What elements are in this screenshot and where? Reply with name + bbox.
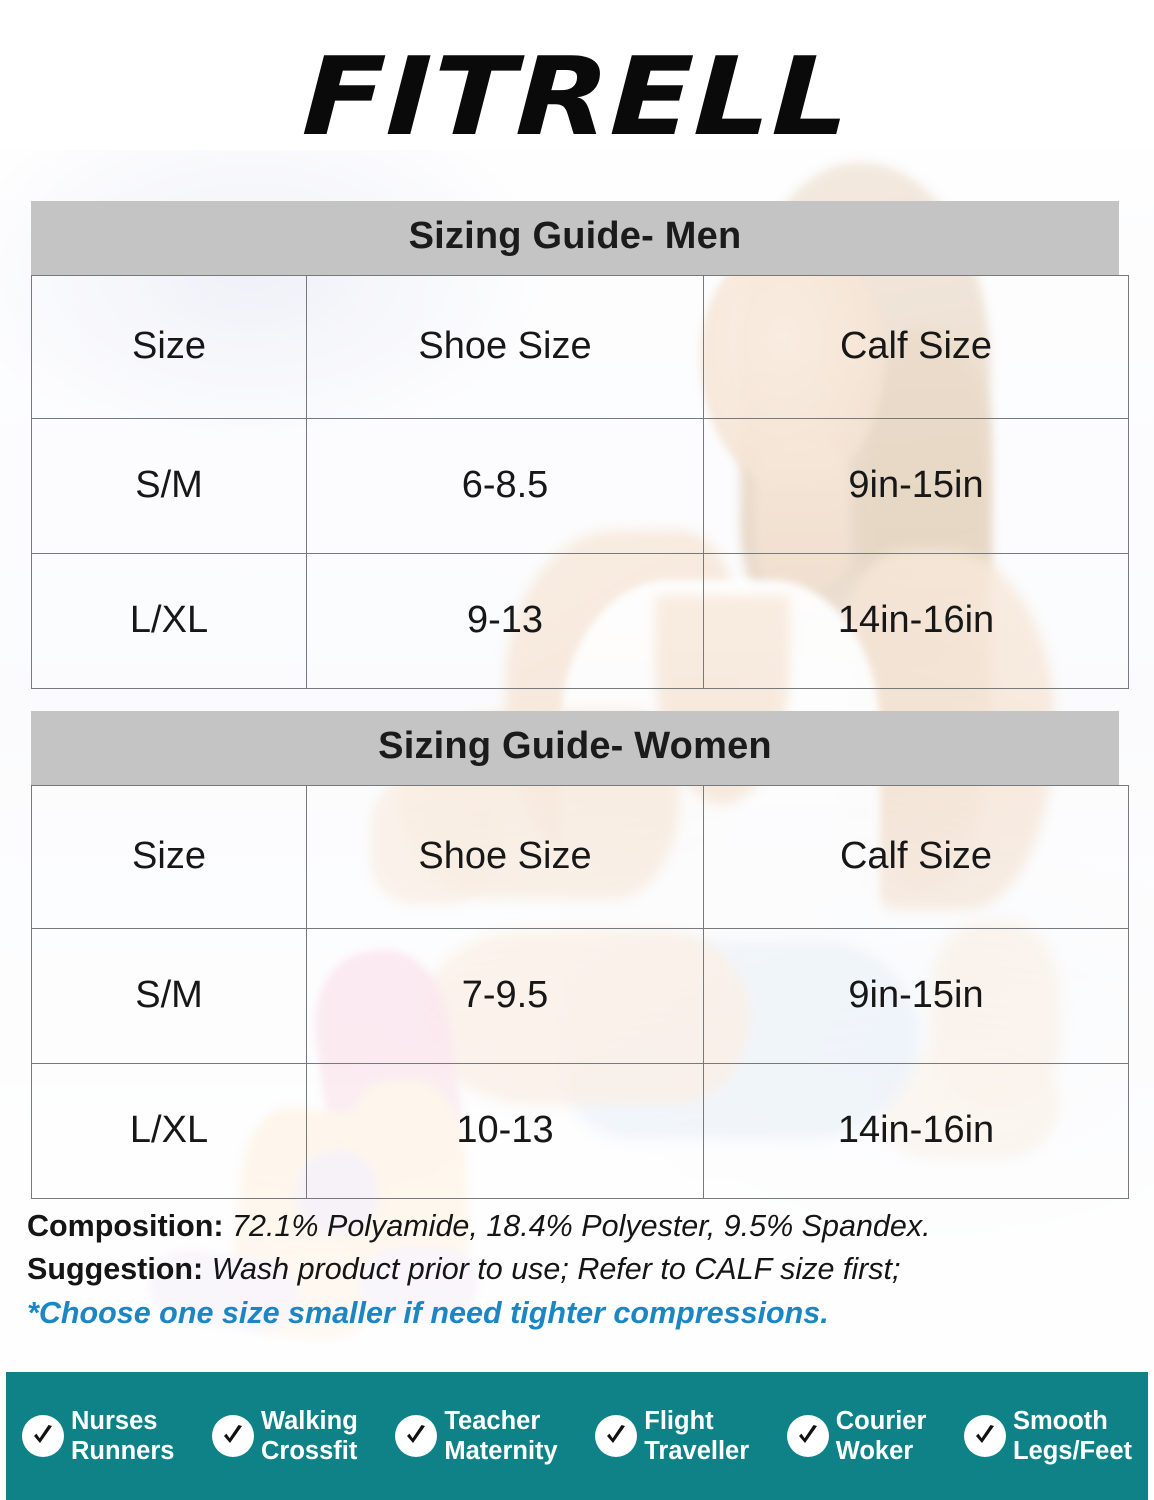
sizing-table-men: Sizing Guide- Men Size Shoe Size Calf Si… xyxy=(31,201,1129,689)
column-header-calf-size: Calf Size xyxy=(703,784,1129,929)
table-row: S/M 6-8.5 9in-15in xyxy=(31,417,1129,554)
cell-shoe-size: 6-8.5 xyxy=(306,417,704,554)
brand-logo-text: FITRELL xyxy=(300,35,854,160)
cell-calf-size: 14in-16in xyxy=(703,552,1129,689)
feature-label: Courier Woker xyxy=(836,1406,927,1466)
cell-size: S/M xyxy=(31,417,307,554)
feature-label-line1: Walking xyxy=(260,1406,358,1435)
feature-label-line2: Woker xyxy=(835,1437,914,1465)
cell-shoe-size: 10-13 xyxy=(306,1062,704,1199)
product-notes: Composition: 72.1% Polyamide, 18.4% Poly… xyxy=(27,1205,1132,1335)
suggestion-value: Wash product prior to use; Refer to CALF… xyxy=(211,1252,901,1287)
column-header-size: Size xyxy=(31,784,307,929)
sizing-table-women: Sizing Guide- Women Size Shoe Size Calf … xyxy=(31,711,1129,1199)
column-header-shoe-size: Shoe Size xyxy=(306,274,704,419)
check-circle-icon xyxy=(786,1415,829,1457)
table-header-row: Size Shoe Size Calf Size xyxy=(31,274,1129,419)
check-circle-icon xyxy=(395,1415,438,1457)
sizing-table-men-title: Sizing Guide- Men xyxy=(31,201,1119,275)
feature-label-line2: Maternity xyxy=(444,1437,558,1465)
feature-label-line1: Smooth xyxy=(1012,1406,1108,1435)
cell-calf-size: 9in-15in xyxy=(703,927,1129,1064)
feature-label-line1: Nurses xyxy=(71,1406,158,1435)
cell-calf-size: 14in-16in xyxy=(703,1062,1129,1199)
sizing-table-women-title: Sizing Guide- Women xyxy=(31,711,1119,785)
feature-label: Smooth Legs/Feet xyxy=(1013,1406,1132,1466)
feature-label: Flight Traveller xyxy=(644,1406,749,1466)
sizing-advice-note: *Choose one size smaller if need tighter… xyxy=(27,1295,829,1330)
sizing-table-women-grid: Size Shoe Size Calf Size S/M 7-9.5 9in-1… xyxy=(31,784,1129,1199)
cell-calf-size: 9in-15in xyxy=(703,417,1129,554)
cell-shoe-size: 9-13 xyxy=(306,552,704,689)
suggestion-note: Suggestion: Wash product prior to use; R… xyxy=(27,1248,1132,1291)
feature-item-walking-crossfit: Walking Crossfit xyxy=(211,1406,358,1466)
cell-shoe-size: 7-9.5 xyxy=(306,927,704,1064)
feature-item-teacher-maternity: Teacher Maternity xyxy=(395,1406,558,1466)
table-row: L/XL 10-13 14in-16in xyxy=(31,1062,1129,1199)
feature-item-courier-worker: Courier Woker xyxy=(786,1406,927,1466)
feature-label-line2: Runners xyxy=(71,1437,175,1465)
column-header-calf-size: Calf Size xyxy=(703,274,1129,419)
table-row: S/M 7-9.5 9in-15in xyxy=(31,927,1129,1064)
brand-logo: FITRELL xyxy=(0,35,1154,160)
column-header-shoe-size: Shoe Size xyxy=(306,784,704,929)
table-row: L/XL 9-13 14in-16in xyxy=(31,552,1129,689)
use-case-feature-bar: Nurses Runners Walking Crossfit xyxy=(6,1372,1148,1500)
column-header-size: Size xyxy=(31,274,307,419)
composition-label: Composition: xyxy=(27,1209,224,1243)
cell-size: S/M xyxy=(31,927,307,1064)
feature-label: Nurses Runners xyxy=(71,1406,174,1466)
feature-label-line2: Legs/Feet xyxy=(1012,1437,1132,1465)
check-circle-icon xyxy=(963,1415,1006,1457)
feature-item-flight-traveller: Flight Traveller xyxy=(595,1406,749,1466)
composition-note: Composition: 72.1% Polyamide, 18.4% Poly… xyxy=(27,1205,1132,1248)
feature-label-line1: Courier xyxy=(835,1406,927,1435)
composition-value: 72.1% Polyamide, 18.4% Polyester, 9.5% S… xyxy=(232,1209,931,1243)
feature-label: Walking Crossfit xyxy=(261,1406,358,1466)
feature-label-line1: Flight xyxy=(644,1406,714,1435)
feature-item-smooth-legs-feet: Smooth Legs/Feet xyxy=(963,1406,1132,1466)
feature-item-nurses-runners: Nurses Runners xyxy=(22,1406,174,1466)
feature-label-line2: Crossfit xyxy=(260,1437,358,1465)
feature-label-line2: Traveller xyxy=(644,1437,750,1465)
check-circle-icon xyxy=(211,1415,254,1457)
sizing-table-men-grid: Size Shoe Size Calf Size S/M 6-8.5 9in-1… xyxy=(31,274,1129,689)
cell-size: L/XL xyxy=(31,552,307,689)
table-header-row: Size Shoe Size Calf Size xyxy=(31,784,1129,929)
check-circle-icon xyxy=(595,1415,638,1457)
check-circle-icon xyxy=(22,1415,64,1457)
cell-size: L/XL xyxy=(31,1062,307,1199)
feature-label-line1: Teacher xyxy=(444,1406,541,1435)
feature-label: Teacher Maternity xyxy=(444,1406,557,1466)
suggestion-label: Suggestion: xyxy=(27,1252,204,1287)
